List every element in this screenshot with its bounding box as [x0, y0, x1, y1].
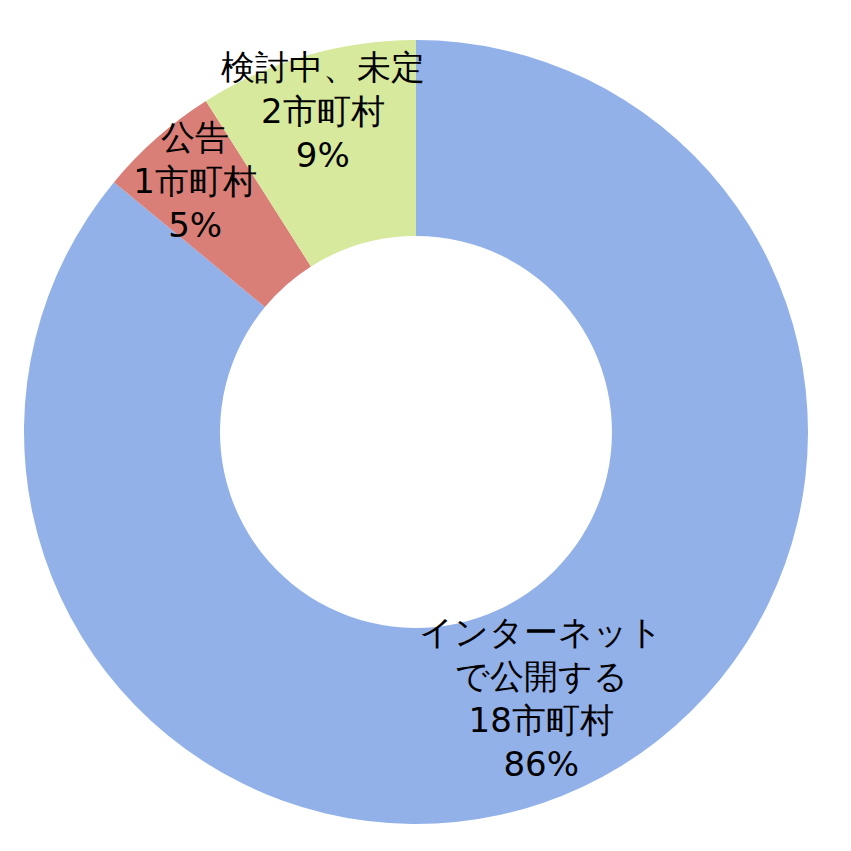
- svg-text:検討中、未定2市町村9%: 検討中、未定2市町村9%: [221, 47, 425, 175]
- svg-text:インターネットで公開する18市町村86%: インターネットで公開する18市町村86%: [419, 612, 663, 784]
- svg-text:公告1市町村5%: 公告1市町村5%: [133, 117, 257, 245]
